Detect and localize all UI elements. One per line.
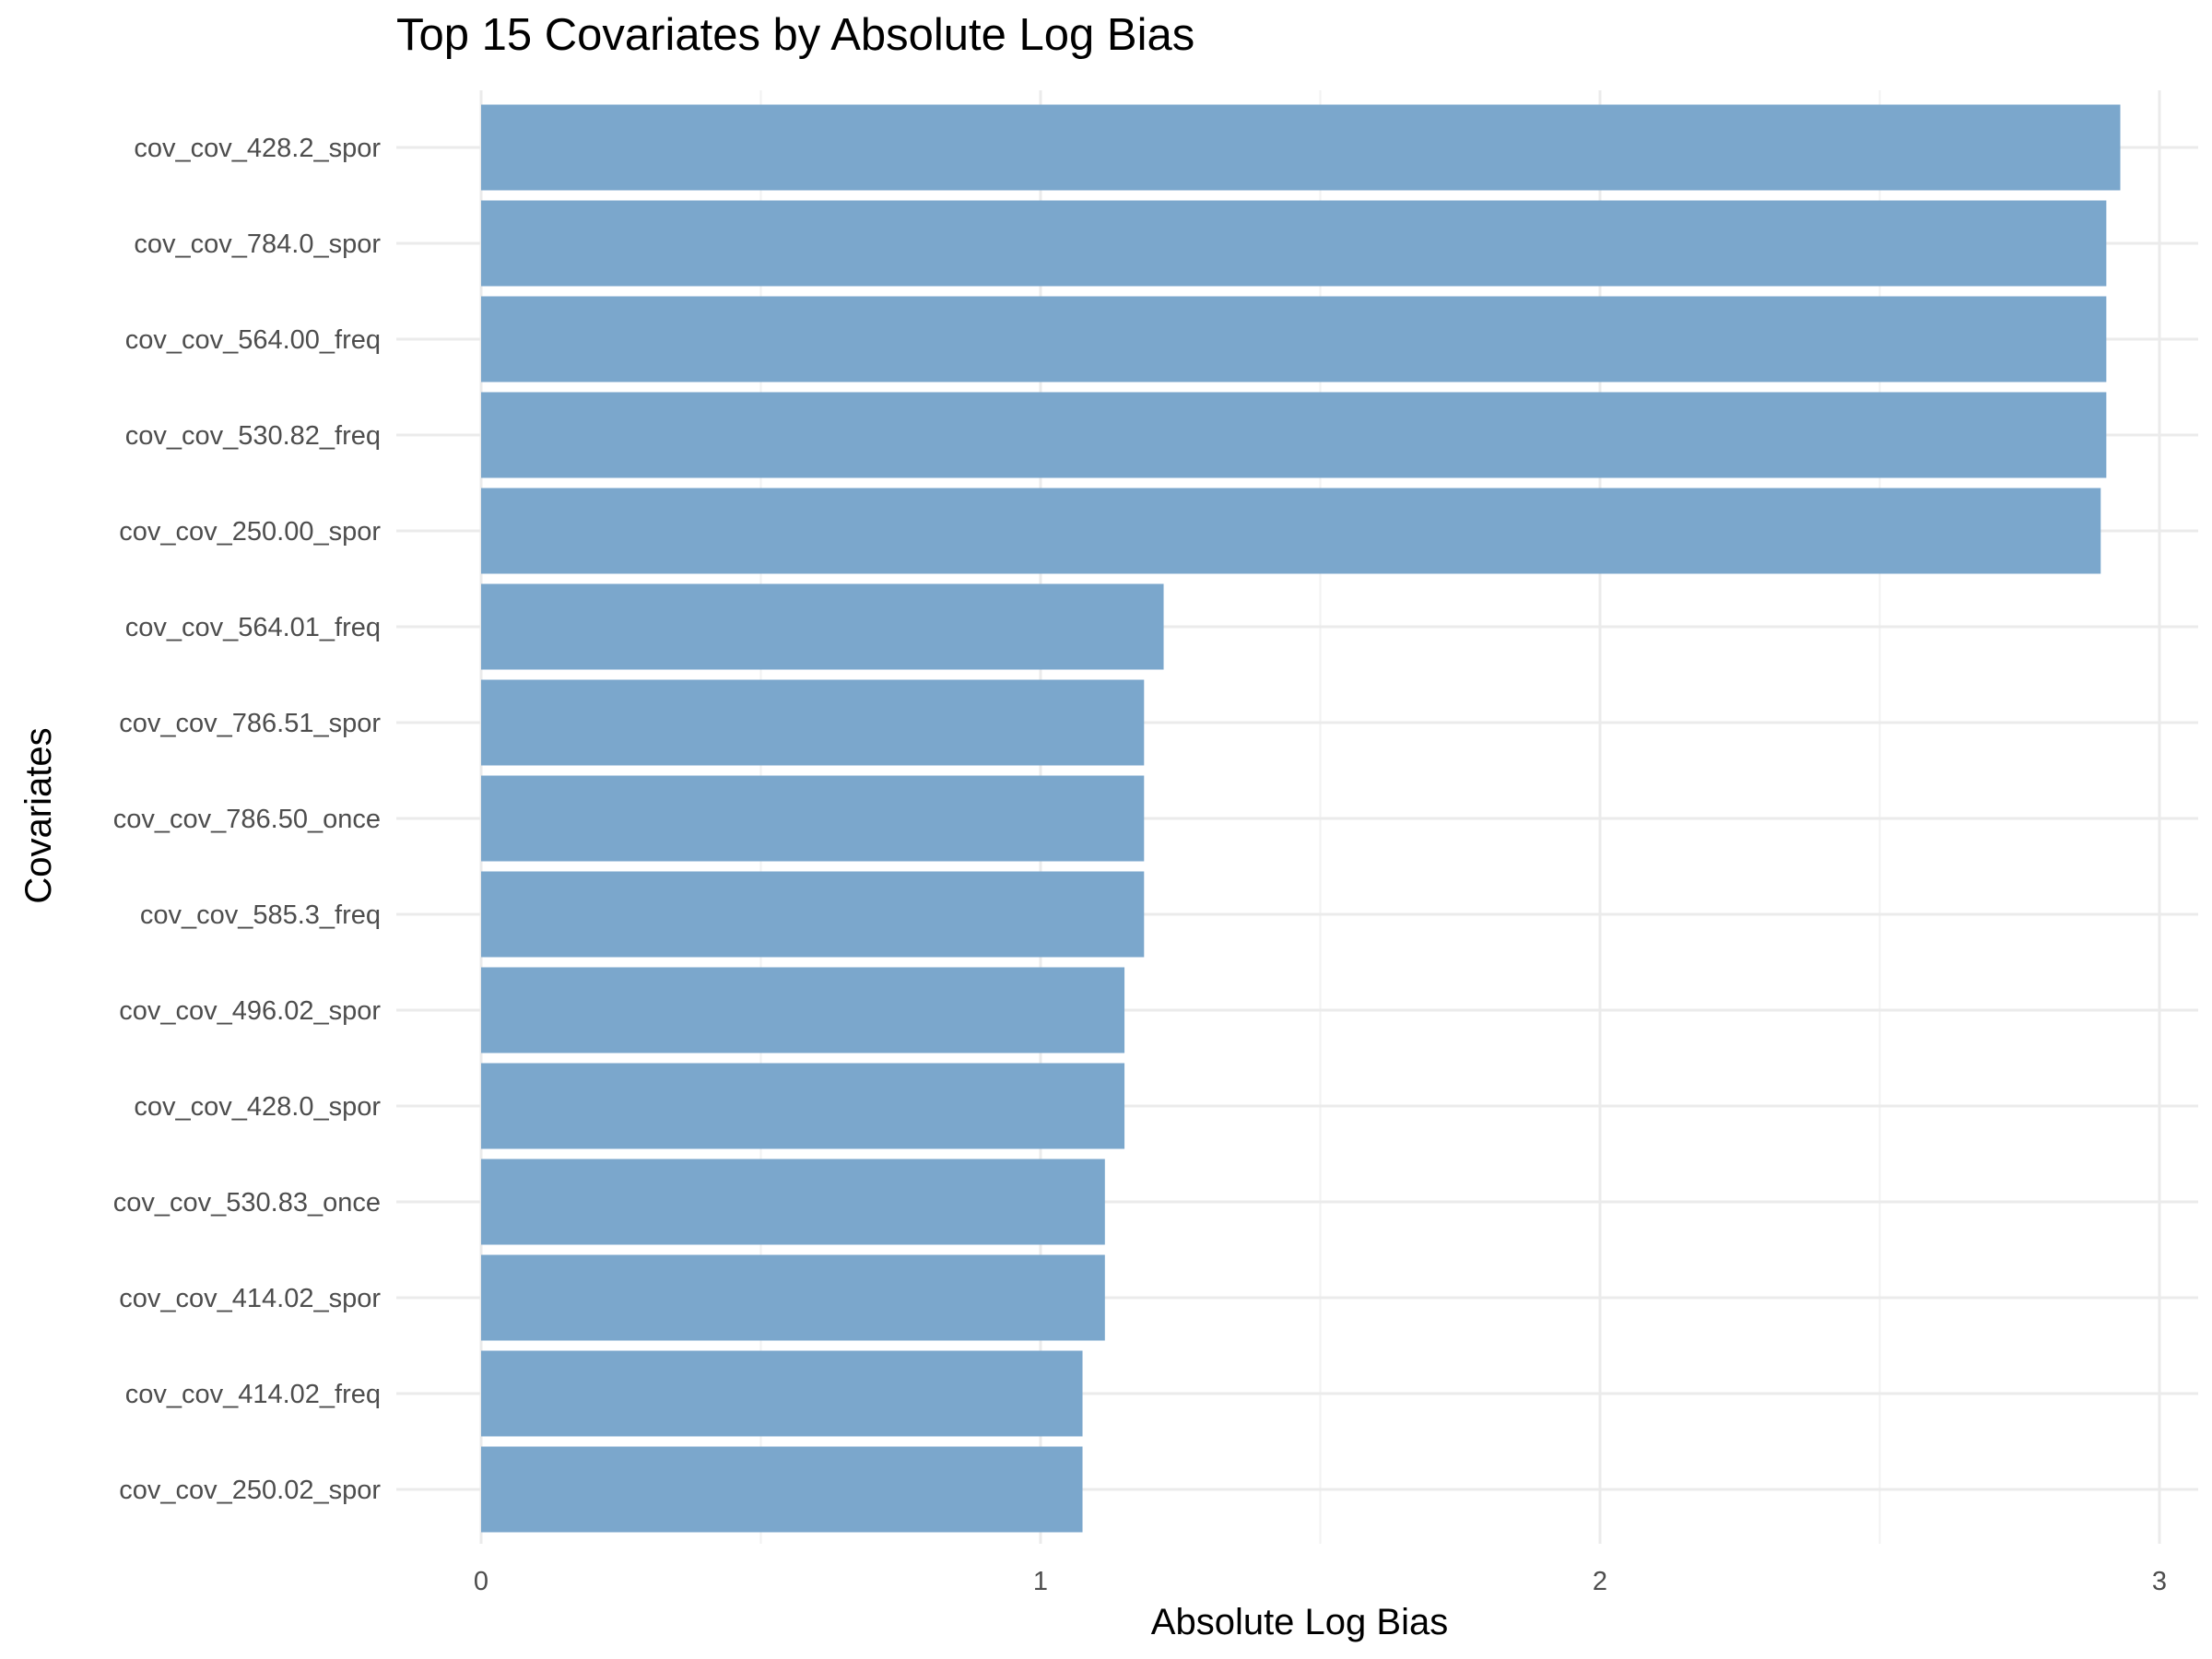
- bar-cov_cov_786.51_spor: [481, 679, 1145, 766]
- bar-cov_cov_250.00_spor: [481, 488, 2101, 574]
- x-tick-label: 0: [474, 1567, 488, 1596]
- x-tick-labels: 0 1 2 3: [474, 1567, 2167, 1596]
- y-tick-label: cov_cov_530.82_freq: [125, 421, 381, 451]
- y-tick-label: cov_cov_250.00_spor: [119, 517, 381, 547]
- bar-cov_cov_585.3_freq: [481, 871, 1145, 958]
- bar-cov_cov_530.83_once: [481, 1159, 1105, 1245]
- y-tick-label: cov_cov_585.3_freq: [140, 900, 381, 930]
- y-tick-label: cov_cov_786.51_spor: [119, 709, 381, 738]
- y-tick-label: cov_cov_784.0_spor: [134, 229, 381, 259]
- y-tick-label: cov_cov_414.02_spor: [119, 1284, 381, 1313]
- bar-cov_cov_784.0_spor: [481, 200, 2107, 287]
- bar-cov_cov_564.00_freq: [481, 296, 2107, 382]
- bar-cov_cov_428.0_spor: [481, 1063, 1125, 1149]
- y-tick-label: cov_cov_786.50_once: [113, 805, 381, 834]
- x-tick-label: 3: [2152, 1567, 2167, 1596]
- y-tick-label: cov_cov_250.02_spor: [119, 1476, 381, 1505]
- bar-cov_cov_496.02_spor: [481, 967, 1125, 1053]
- y-tick-label: cov_cov_530.83_once: [113, 1188, 381, 1218]
- bar-cov_cov_428.2_spor: [481, 104, 2121, 191]
- y-tick-label: cov_cov_428.2_spor: [134, 134, 381, 163]
- chart-title: Top 15 Covariates by Absolute Log Bias: [396, 10, 1195, 60]
- y-tick-label: cov_cov_564.00_freq: [125, 325, 381, 355]
- x-tick-label: 2: [1593, 1567, 1607, 1596]
- bar-cov_cov_530.82_freq: [481, 392, 2107, 478]
- bars: [481, 104, 2121, 1533]
- y-tick-label: cov_cov_564.01_freq: [125, 613, 381, 642]
- x-axis-title: Absolute Log Bias: [1151, 1602, 1448, 1642]
- bar-cov_cov_250.02_spor: [481, 1446, 1083, 1533]
- y-tick-label: cov_cov_414.02_freq: [125, 1380, 381, 1409]
- bar-cov_cov_414.02_freq: [481, 1350, 1083, 1437]
- y-tick-labels: cov_cov_428.2_spor cov_cov_784.0_spor cov_…: [113, 134, 382, 1505]
- y-tick-label: cov_cov_496.02_spor: [119, 996, 381, 1026]
- bar-cov_cov_564.01_freq: [481, 583, 1164, 670]
- y-axis-title: Covariates: [18, 727, 59, 903]
- bar-cov_cov_414.02_spor: [481, 1254, 1105, 1341]
- x-tick-label: 1: [1033, 1567, 1048, 1596]
- bar-cov_cov_786.50_once: [481, 775, 1145, 862]
- y-tick-label: cov_cov_428.0_spor: [134, 1092, 381, 1122]
